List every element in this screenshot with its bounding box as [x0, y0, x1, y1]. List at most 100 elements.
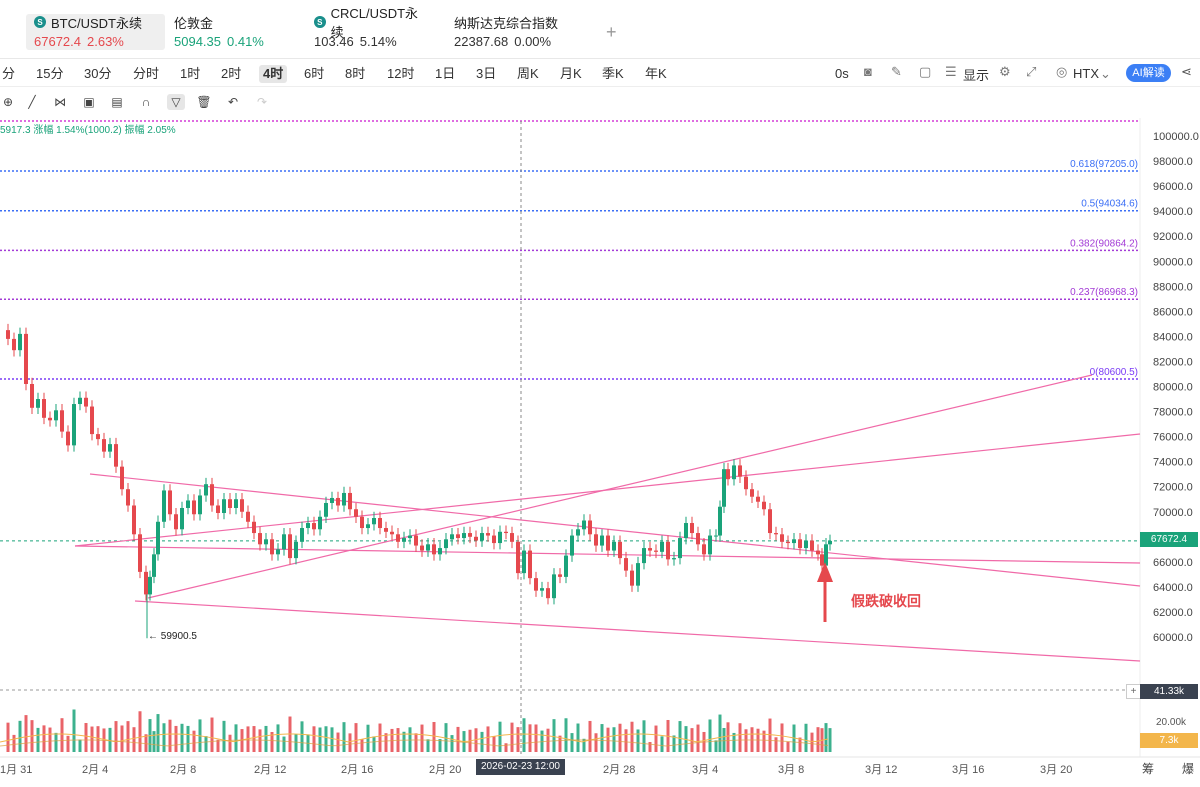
interval-3d[interactable]: 3日	[476, 66, 497, 81]
ticker-change: 0.00%	[514, 34, 552, 49]
interval-15m[interactable]: 15分	[36, 66, 64, 81]
interval-month[interactable]: 月K	[560, 66, 582, 81]
ticker-nasdaq[interactable]: 纳斯达克综合指数 22387.68 0.00%	[446, 14, 586, 50]
volume-bar	[564, 718, 568, 752]
pattern-tool-icon[interactable]: ⋈	[54, 95, 66, 109]
y-tick-label: 94000.0	[1153, 206, 1193, 218]
ticker-gold[interactable]: 伦敦金 5094.35 0.41%	[166, 14, 286, 50]
volume-bar	[824, 723, 828, 752]
volume-bar	[738, 723, 742, 752]
volume-bar	[354, 723, 358, 752]
candle-body	[156, 521, 160, 555]
candle-body	[510, 533, 514, 542]
chevron-down-icon[interactable]: ⌄	[1100, 66, 1111, 81]
interval-year[interactable]: 年K	[645, 66, 667, 81]
volume-bar	[804, 723, 808, 752]
trash-icon[interactable]: 🗑	[196, 95, 212, 109]
candle-body	[180, 507, 184, 530]
interval-1d[interactable]: 1日	[435, 66, 456, 81]
volume-tag: 41.33k	[1140, 684, 1198, 699]
annotation-arrow-head	[817, 562, 833, 582]
y-tick-label: 78000.0	[1153, 407, 1193, 419]
candle-body	[654, 550, 658, 552]
display-button[interactable]: 显示	[963, 68, 990, 83]
interval-season[interactable]: 季K	[602, 66, 624, 81]
candle-body	[636, 563, 640, 586]
candle-body	[738, 465, 742, 477]
volume-bar	[718, 714, 722, 752]
candle-body	[186, 500, 190, 508]
interval-30m[interactable]: 30分	[84, 66, 112, 81]
volume-bar	[342, 722, 346, 752]
candle-body	[678, 538, 682, 559]
volume-bar	[168, 719, 172, 752]
interval-12h[interactable]: 12时	[387, 66, 415, 81]
volume-bar	[294, 734, 298, 752]
share-icon[interactable]: ⋖	[1181, 64, 1192, 79]
interval-4h[interactable]: 4时	[259, 65, 288, 83]
interval-week[interactable]: 周K	[517, 66, 539, 81]
candle-body	[756, 496, 760, 502]
candle-body	[318, 516, 322, 530]
candle-body	[198, 495, 202, 515]
volume-bar	[522, 718, 526, 752]
interval-1h[interactable]: 1时	[180, 66, 201, 81]
crosshair-icon[interactable]: ⊕	[2, 95, 14, 109]
line-tool-icon[interactable]: ╱	[28, 95, 36, 109]
candle-body	[564, 555, 568, 577]
candle-body	[366, 524, 370, 529]
candle-body	[60, 410, 64, 432]
liquidation-button[interactable]: 爆	[1182, 762, 1195, 776]
chips-button[interactable]: 筹	[1142, 762, 1155, 776]
volume-bar	[642, 720, 646, 752]
volume-bar	[174, 725, 178, 752]
camera-icon[interactable]: ◙	[864, 64, 872, 79]
candle-body	[192, 500, 196, 515]
candle-body	[336, 497, 340, 506]
filter-icon[interactable]: ▽	[167, 94, 185, 110]
candle-body	[582, 520, 586, 530]
comment-icon[interactable]: ▢	[919, 64, 932, 79]
note-icon[interactable]: ▤	[111, 95, 123, 109]
settings-icon[interactable]: ⚙	[999, 64, 1011, 79]
candle-body	[360, 516, 364, 529]
volume-bar	[660, 736, 664, 752]
interval-8h[interactable]: 8时	[345, 66, 366, 81]
fullscreen-icon[interactable]: ⤢	[1026, 64, 1037, 79]
volume-bar	[708, 719, 712, 752]
add-ticker-button[interactable]: +	[606, 22, 617, 42]
y-tick-label: 76000.0	[1153, 432, 1193, 444]
exchange-select[interactable]: HTX	[1073, 66, 1099, 81]
volume-bar	[24, 715, 28, 752]
volume-bar	[444, 723, 448, 752]
ticker-crcl[interactable]: S CRCL/USDT永续 103.46 5.14%	[306, 6, 436, 50]
undo-icon[interactable]: ↶	[227, 95, 239, 109]
fib-level-label: 0.5(94034.6)	[1081, 199, 1138, 210]
candle-body	[204, 484, 208, 496]
ticker-change: 2.63%	[87, 34, 124, 49]
interval-1m[interactable]: 分	[2, 66, 16, 81]
candle-body	[480, 533, 484, 541]
interval-2h[interactable]: 2时	[221, 66, 242, 81]
volume-bar	[360, 739, 364, 752]
add-indicator-button[interactable]: +	[1126, 684, 1141, 699]
volume-ma-line-2	[0, 739, 829, 747]
pen-icon[interactable]: ✎	[891, 64, 902, 79]
volume-bar	[282, 736, 286, 752]
magnet-icon[interactable]: ∩	[141, 95, 151, 109]
ticker-btc[interactable]: S BTC/USDT永续 67672.4 2.63%	[26, 14, 165, 50]
redo-icon[interactable]: ↷	[256, 95, 268, 109]
exchange-icon: ◎	[1056, 64, 1068, 79]
interval-6h[interactable]: 6时	[304, 66, 325, 81]
candle-body	[588, 520, 592, 535]
interval-timeline[interactable]: 分时	[133, 66, 160, 81]
ai-button[interactable]: AI解读	[1126, 64, 1171, 82]
volume-bar	[324, 726, 328, 752]
volume-bar	[12, 734, 16, 752]
volume-bar	[528, 724, 532, 752]
candle-body	[102, 439, 106, 452]
lock-icon[interactable]: ▣	[83, 95, 95, 109]
layout-icon[interactable]: ☰	[945, 64, 957, 79]
volume-bar	[204, 736, 208, 752]
